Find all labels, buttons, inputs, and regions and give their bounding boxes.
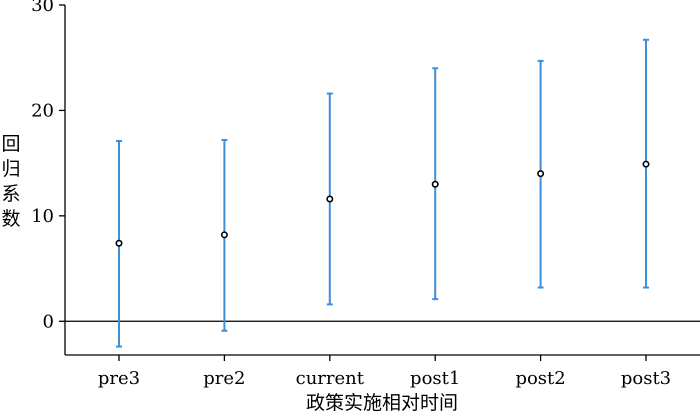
x-tick-label: post3 [621, 368, 671, 389]
y-axis-label-char: 回 [1, 133, 20, 155]
data-point [326, 195, 334, 203]
x-tick-labels: pre3 pre2 current post1 post2 post3 [98, 368, 671, 389]
axes [59, 4, 700, 361]
data-point [431, 180, 439, 188]
data-point [220, 231, 228, 239]
y-tick-label: 0 [43, 311, 54, 332]
x-tick-label: current [296, 368, 365, 389]
error-bars [116, 38, 649, 348]
x-axis-label: 政策实施相对时间 [306, 392, 458, 414]
y-tick-label: 10 [31, 206, 54, 227]
x-tick-label: post1 [410, 368, 460, 389]
y-axis-label-char: 归 [1, 158, 20, 180]
x-tick-label: post2 [515, 368, 565, 389]
x-tick-label: pre2 [203, 368, 245, 389]
data-point [115, 239, 123, 247]
y-axis-label-char: 数 [1, 208, 20, 230]
data-point [537, 170, 545, 178]
y-tick-labels: 0 10 20 30 [31, 0, 54, 332]
points [115, 160, 650, 247]
y-axis-label-char: 系 [1, 183, 20, 205]
y-tick-label: 20 [31, 100, 54, 121]
x-tick-label: pre3 [98, 368, 140, 389]
y-tick-label: 30 [31, 0, 54, 16]
data-point [642, 160, 650, 168]
